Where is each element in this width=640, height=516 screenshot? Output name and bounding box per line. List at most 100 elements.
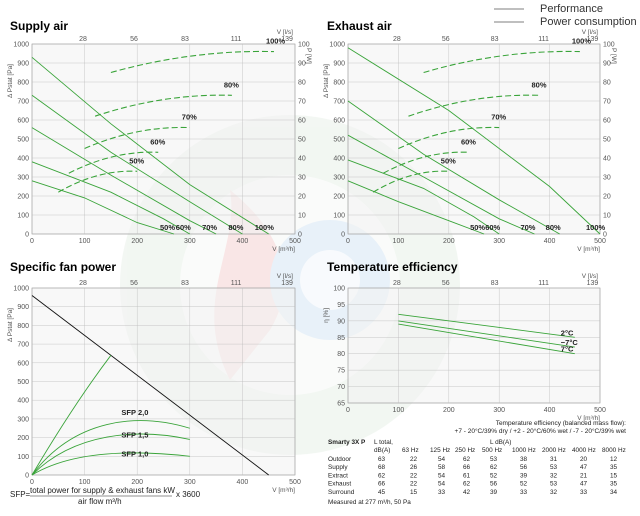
y2-tick-label: 80: [298, 80, 306, 87]
efficiency-label: 2°C: [561, 328, 574, 337]
y2-axis-label: P [W]: [305, 48, 312, 64]
table-cell: 39: [490, 489, 498, 496]
sfp-title: Specific fan power: [10, 260, 116, 274]
y2-tick-label: 90: [603, 61, 611, 68]
performance-curve: [347, 47, 601, 235]
top-tick-label: 56: [130, 280, 138, 287]
x-tick-label: 0: [30, 238, 34, 245]
top-tick-label: 56: [130, 36, 138, 43]
percent-label-power: 100%: [266, 37, 286, 46]
table-cell: 56: [490, 481, 498, 488]
x-tick-label: 200: [443, 407, 455, 414]
y2-tick-label: 60: [603, 118, 611, 125]
percent-label-bottom: 100%: [586, 223, 606, 232]
sfp-label: SFP 1,5: [121, 431, 148, 440]
percent-label-power: 70%: [491, 113, 506, 122]
table-cell: 32: [550, 472, 558, 479]
plot-area: [347, 287, 601, 404]
table-cell: 33: [580, 489, 588, 496]
sfp-curve: [31, 433, 190, 476]
y-tick-label: 800: [17, 323, 29, 330]
y-tick-label: 1000: [13, 42, 29, 49]
y-tick-label: 0: [25, 232, 29, 239]
y-axis-label: η [%]: [323, 308, 330, 323]
sfp-formula-suffix: x 3600: [176, 490, 201, 499]
sfp-curve: [31, 420, 190, 476]
table-cell: 61: [463, 472, 471, 479]
table-cell: 33: [520, 489, 528, 496]
x-axis-label: V [m³/h]: [272, 246, 295, 253]
table-cell: 31: [550, 456, 558, 463]
sfp-label: SFP 2,0: [121, 408, 148, 417]
table-cell: 12: [610, 456, 618, 463]
y2-tick-label: 40: [603, 156, 611, 163]
y2-tick-label: 80: [603, 80, 611, 87]
y-tick-label: 600: [17, 360, 29, 367]
y-tick-label: 70: [337, 384, 345, 391]
sfp-formula-numerator: total power for supply & exhaust fans kW: [30, 486, 175, 495]
percent-label-bottom: 80%: [546, 223, 561, 232]
y2-tick-label: 10: [603, 213, 611, 220]
top-tick-label: 111: [538, 36, 549, 43]
performance-curve: [347, 180, 485, 235]
y-tick-label: 300: [17, 416, 29, 423]
power-curve: [408, 94, 540, 117]
percent-label-power: 50%: [441, 156, 456, 165]
table-cell: 54: [438, 481, 446, 488]
table-cell: 47: [580, 464, 588, 471]
table-cell: 63: [378, 456, 386, 463]
x-tick-label: 200: [443, 238, 455, 245]
table-cell: 15: [410, 489, 418, 496]
x-tick-label: 200: [131, 479, 143, 486]
x-tick-label: 300: [493, 407, 505, 414]
y-tick-label: 700: [17, 342, 29, 349]
table-row-name: Exhaust: [328, 481, 351, 488]
top-axis-label: V [l/s]: [582, 29, 598, 36]
percent-label-bottom: 100%: [255, 223, 275, 232]
x-tick-label: 300: [184, 238, 196, 245]
y2-tick-label: 10: [298, 213, 306, 220]
x-tick-label: 0: [30, 479, 34, 486]
performance-curve: [31, 94, 243, 235]
y2-tick-label: 50: [603, 137, 611, 144]
top-tick-label: 139: [587, 36, 599, 43]
performance-curve: [31, 180, 175, 235]
table-title: Smarty 3X P: [328, 439, 366, 446]
x-tick-label: 100: [393, 238, 405, 245]
table-freq-header: 63 Hz: [402, 447, 419, 454]
y-tick-label: 85: [337, 335, 345, 342]
y2-tick-label: 70: [603, 99, 611, 106]
y-tick-label: 95: [337, 302, 345, 309]
x-tick-label: 400: [237, 479, 249, 486]
y-tick-label: 900: [17, 61, 29, 68]
table-freq-header: 2000 Hz: [542, 447, 566, 454]
y-axis-label: Δ Pstat [Pa]: [323, 64, 330, 98]
y-tick-label: 100: [333, 286, 345, 293]
top-tick-label: 139: [281, 280, 293, 287]
table-cell: 22: [410, 456, 418, 463]
y-tick-label: 1000: [329, 42, 345, 49]
y-tick-label: 400: [17, 156, 29, 163]
table-row-name: Extract: [328, 472, 348, 479]
percent-label-bottom: 60%: [176, 223, 191, 232]
table-freq-header: 8000 Hz: [602, 447, 626, 454]
table-cell: 54: [438, 456, 446, 463]
temp-note-2: +7 - 20°C/39% dry / +2 - 20°C/60% wet / …: [455, 427, 627, 435]
y-tick-label: 0: [25, 473, 29, 480]
power-curve: [68, 151, 159, 174]
sfp-chart: 0 100 200 300 400 500 600 700 800 900 1000 0 100 200 3…: [7, 273, 301, 494]
table-cell: 53: [490, 456, 498, 463]
performance-curve: [31, 56, 269, 235]
table-cell: 26: [410, 464, 418, 471]
table-cell: 35: [610, 464, 618, 471]
y2-tick-label: 0: [298, 232, 302, 239]
top-tick-label: 56: [442, 36, 450, 43]
performance-curve: [347, 134, 535, 235]
y-tick-label: 900: [17, 304, 29, 311]
table-cell: 15: [610, 472, 618, 479]
table-cell: 39: [520, 472, 528, 479]
top-tick-label: 28: [393, 36, 401, 43]
temperature-efficiency-chart: 65 70 75 80 85 90 95 100 0 100 200 300 400 500 28 56 83 1…: [323, 273, 606, 422]
y2-tick-label: 30: [603, 175, 611, 182]
y2-tick-label: 70: [298, 99, 306, 106]
